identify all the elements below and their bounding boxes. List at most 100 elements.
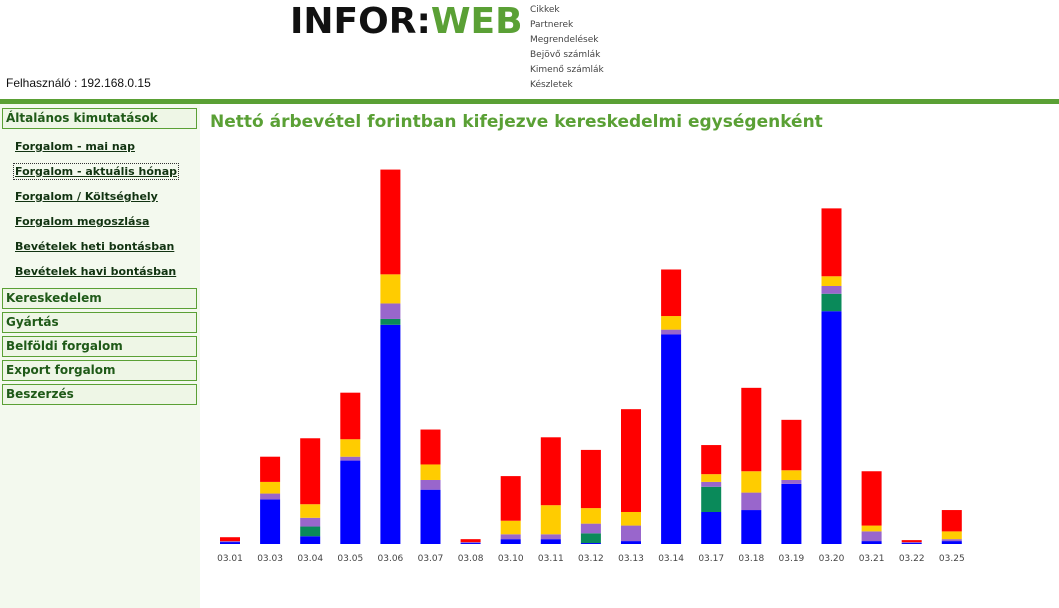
bar-segment xyxy=(621,541,641,544)
bar-segment xyxy=(460,542,481,544)
bar-segment xyxy=(741,492,762,511)
x-tick-label: 03.10 xyxy=(498,554,524,564)
x-tick-label: 03.06 xyxy=(378,554,404,564)
bar-segment xyxy=(621,511,641,526)
bar-segment xyxy=(300,438,321,505)
menu-item-keszletek[interactable]: Készletek xyxy=(530,80,573,90)
bar-segment xyxy=(821,311,842,544)
bar-segment xyxy=(220,542,240,544)
sidebar-section-belfoldi-forgalom[interactable]: Belföldi forgalom xyxy=(2,336,197,357)
bar-segment xyxy=(260,493,281,500)
bar-segment xyxy=(580,543,601,544)
bar-segment xyxy=(420,479,441,490)
sidebar-item-forgalom-aktualis-honap[interactable]: Forgalom - aktuális hónap xyxy=(12,163,180,180)
chart-title: Nettó árbevétel forintban kifejezve kere… xyxy=(210,112,823,132)
bar-segment xyxy=(701,486,722,512)
sidebar-item-forgalom-koltseghely[interactable]: Forgalom / Költséghely xyxy=(15,190,158,203)
bar-segment xyxy=(220,537,240,542)
bar-segment xyxy=(340,456,361,461)
bar-segment xyxy=(901,540,922,543)
bar-segment xyxy=(901,542,922,544)
bar-segment xyxy=(460,539,481,543)
x-tick-label: 03.05 xyxy=(337,554,363,564)
x-tick-label: 03.20 xyxy=(819,554,845,564)
logo-text-infor: INFOR: xyxy=(290,1,431,42)
x-tick-label: 03.01 xyxy=(217,554,243,564)
bar-segment xyxy=(260,456,281,482)
bar-segment xyxy=(821,276,842,286)
x-tick-label: 03.07 xyxy=(418,554,444,564)
x-tick-label: 03.21 xyxy=(859,554,885,564)
bar-segment xyxy=(540,539,561,544)
bar-segment xyxy=(861,525,882,532)
header-divider xyxy=(0,99,1059,104)
bar-segment xyxy=(781,470,802,480)
sidebar-item-bevetelek-havi[interactable]: Bevételek havi bontásban xyxy=(15,265,177,278)
sidebar-section-altalanos-kimutatasok[interactable]: Általános kimutatások xyxy=(2,108,197,129)
bar-segment xyxy=(580,523,601,534)
bar-segment xyxy=(220,541,240,543)
bar-segment xyxy=(380,169,401,275)
bar-segment xyxy=(741,387,762,472)
bar-segment xyxy=(340,392,361,440)
bar-segment xyxy=(500,520,521,535)
sidebar-item-bevetelek-heti[interactable]: Bevételek heti bontásban xyxy=(15,240,175,253)
x-tick-label: 03.25 xyxy=(939,554,965,564)
top-menu: Cikkek Partnerek Megrendelések Bejövő sz… xyxy=(530,4,604,94)
x-tick-label: 03.13 xyxy=(618,554,644,564)
x-tick-label: 03.18 xyxy=(738,554,764,564)
bar-segment xyxy=(300,536,321,544)
bar-segment xyxy=(260,481,281,494)
x-tick-label: 03.11 xyxy=(538,554,564,564)
bar-segment xyxy=(901,543,922,544)
bar-segment xyxy=(540,437,561,506)
bar-segment xyxy=(460,543,481,544)
bar-segment xyxy=(500,476,521,521)
bar-segment xyxy=(260,499,281,544)
bar-segment xyxy=(621,525,641,542)
menu-item-bejovo-szamlak[interactable]: Bejövő számlák xyxy=(530,50,601,60)
menu-item-partnerek[interactable]: Partnerek xyxy=(530,20,574,30)
bar-segment xyxy=(300,504,321,518)
bar-segment xyxy=(941,531,962,540)
bar-segment xyxy=(420,489,441,544)
bar-segment xyxy=(580,508,601,524)
menu-item-megrendelesek[interactable]: Megrendelések xyxy=(530,35,599,45)
sidebar-item-forgalom-mai-nap[interactable]: Forgalom - mai nap xyxy=(15,140,135,153)
bar-segment xyxy=(420,464,441,480)
bar-segment xyxy=(861,471,882,526)
sidebar-section-gyartas[interactable]: Gyártás xyxy=(2,312,197,333)
bar-segment xyxy=(701,474,722,482)
bar-segment xyxy=(781,479,802,484)
bar-segment xyxy=(380,303,401,319)
bar-segment xyxy=(941,539,962,542)
sidebar-section-beszerzes[interactable]: Beszerzés xyxy=(2,384,197,405)
bar-segment xyxy=(540,534,561,540)
bar-segment xyxy=(661,316,682,330)
bar-segment xyxy=(661,269,682,317)
menu-item-kimeno-szamlak[interactable]: Kimenő számlák xyxy=(530,65,604,75)
bar-segment xyxy=(300,526,321,537)
revenue-stacked-bar-chart: 03.01 03.03 03.04 03.05 03.06 03.07 03.08 03.10… xyxy=(217,169,965,564)
bar-segment xyxy=(380,324,401,544)
bar-segment xyxy=(500,539,521,544)
bar-segment xyxy=(500,534,521,540)
bar-segment xyxy=(821,285,842,294)
user-label: Felhasználó : 192.168.0.15 xyxy=(6,76,151,90)
sidebar-section-kereskedelem[interactable]: Kereskedelem xyxy=(2,288,197,309)
bar-segment xyxy=(420,429,441,465)
bar-segment xyxy=(540,505,561,535)
sidebar-item-forgalom-megoszlasa[interactable]: Forgalom megoszlása xyxy=(15,215,150,228)
bar-segment xyxy=(621,409,641,512)
bar-segment xyxy=(580,533,601,544)
bar-segment xyxy=(340,460,361,544)
x-tick-label: 03.04 xyxy=(297,554,323,564)
bar-segment xyxy=(701,481,722,487)
bar-segment xyxy=(701,445,722,475)
bar-segment xyxy=(741,510,762,544)
bar-segment xyxy=(781,419,802,471)
sidebar-section-export-forgalom[interactable]: Export forgalom xyxy=(2,360,197,381)
bar-segment xyxy=(781,483,802,544)
x-tick-label: 03.12 xyxy=(578,554,604,564)
menu-item-cikkek[interactable]: Cikkek xyxy=(530,5,560,15)
